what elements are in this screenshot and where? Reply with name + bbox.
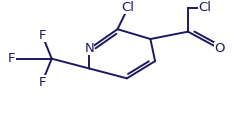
Text: Cl: Cl	[198, 1, 211, 14]
Text: Cl: Cl	[121, 1, 135, 14]
Text: N: N	[84, 42, 94, 55]
Text: F: F	[39, 29, 46, 42]
Text: F: F	[8, 52, 16, 65]
Text: F: F	[39, 76, 46, 88]
Text: O: O	[215, 42, 225, 55]
